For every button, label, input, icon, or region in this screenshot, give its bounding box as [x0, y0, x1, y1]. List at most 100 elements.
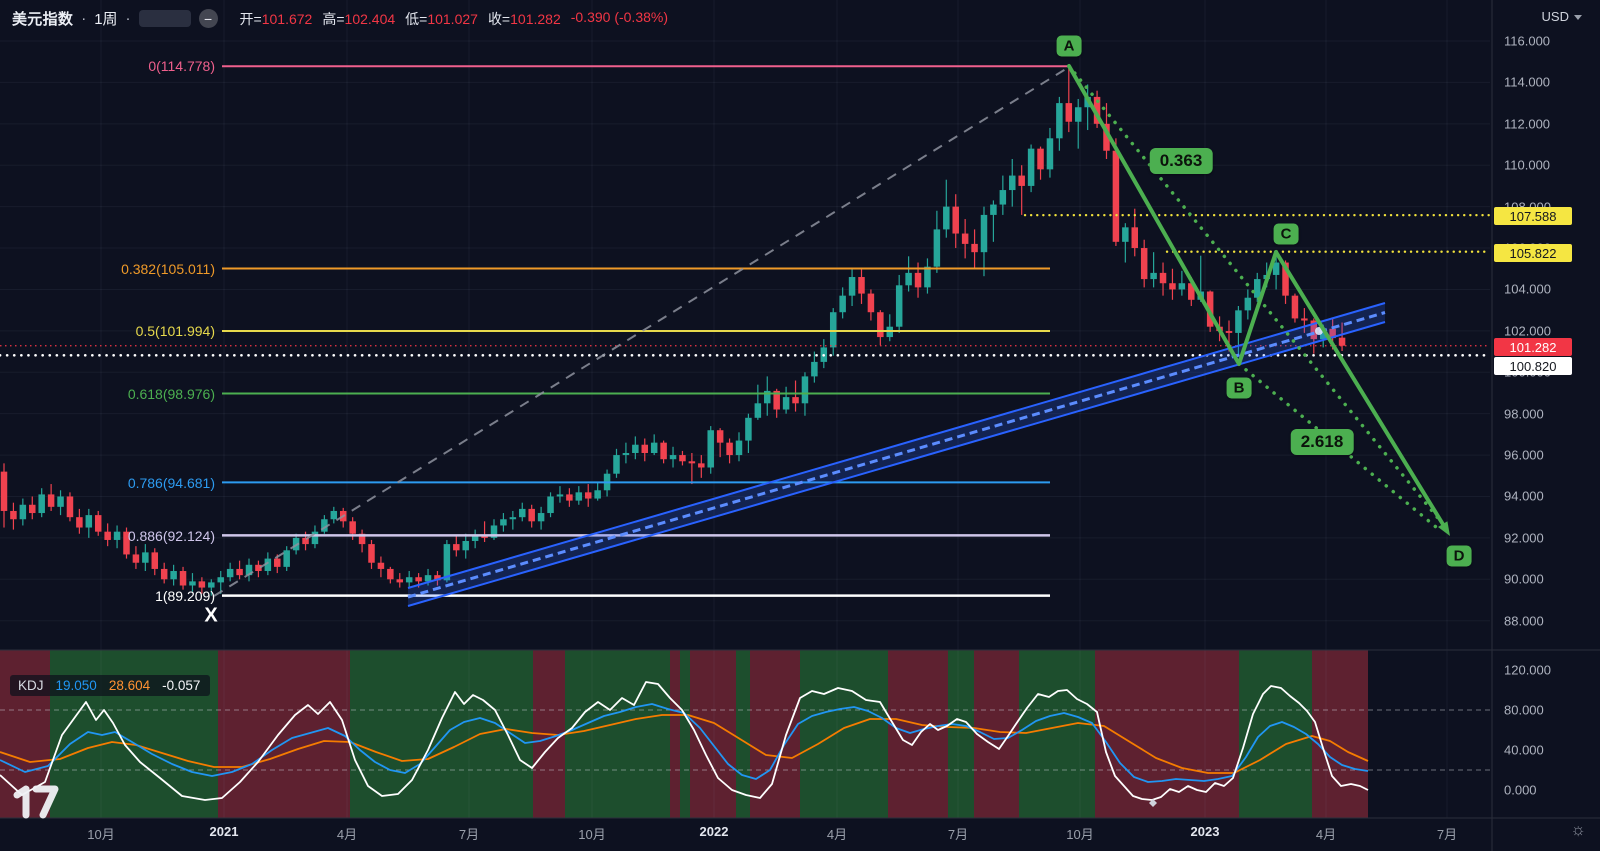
candle-body	[1150, 272, 1157, 280]
kdj-trend-band	[1312, 650, 1368, 818]
kdj-trend-band	[218, 650, 350, 818]
candle-body	[1310, 320, 1318, 340]
kdj-trend-band	[690, 650, 736, 818]
candle-body	[1122, 227, 1129, 242]
currency-label: USD	[1541, 9, 1569, 24]
time-axis-month-tick: 7月	[458, 827, 480, 842]
candle-body	[1140, 248, 1148, 280]
candle-body	[113, 531, 121, 540]
candle-body	[1244, 297, 1252, 311]
candle-body	[924, 266, 931, 288]
candle-body	[283, 550, 290, 567]
kdj-trend-band	[1239, 650, 1312, 818]
candle-body	[500, 519, 507, 526]
candle-body	[1329, 328, 1336, 339]
pattern-point-badge[interactable]: B	[1226, 377, 1252, 399]
pattern-point-badge[interactable]: A	[1056, 35, 1082, 57]
time-axis-month-tick: 4月	[1315, 827, 1337, 842]
candle-body	[160, 568, 168, 580]
candle-body	[943, 206, 950, 230]
trend-channel-top	[407, 302, 1386, 589]
price-axis-tick: 90.000	[1504, 571, 1544, 587]
candle-body	[584, 492, 592, 499]
trend-channel-midline	[407, 311, 1386, 599]
interval-label[interactable]: 1周	[94, 11, 118, 28]
candle-body	[132, 554, 140, 563]
kdj-axis-tick: 120.000	[1504, 662, 1551, 678]
candle-body	[471, 535, 479, 541]
fib-level-label: 0.886(92.124)	[127, 528, 215, 544]
candle-body	[1225, 331, 1233, 333]
candle-body	[424, 575, 432, 582]
price-axis-tick: 112.000	[1504, 116, 1551, 132]
candle-body	[688, 461, 696, 464]
pattern-dotted-line	[1237, 362, 1444, 534]
price-axis-tick: 98.000	[1504, 406, 1544, 422]
candle-body	[0, 471, 8, 511]
candle-body	[1009, 175, 1016, 191]
candle-body	[1235, 310, 1242, 333]
trend-channel-bottom	[407, 321, 1386, 607]
candle-body	[179, 571, 187, 586]
candle-body	[990, 204, 997, 215]
time-axis-month-tick: 10月	[578, 827, 606, 842]
candle-body	[57, 496, 64, 507]
candle-body	[1056, 103, 1063, 139]
candle-body	[1291, 295, 1299, 319]
candle-body	[877, 312, 884, 338]
candle-body	[1254, 279, 1261, 298]
candle-body	[811, 361, 818, 377]
kdj-trend-band	[670, 650, 680, 818]
candle-body	[76, 517, 83, 528]
theme-toggle-sun-icon[interactable]: ☼	[1570, 820, 1586, 839]
time-axis-year-tick: 2022	[699, 824, 729, 839]
candle-body	[999, 190, 1007, 205]
kdj-trend-band	[1095, 650, 1239, 818]
kdj-trend-band	[565, 650, 670, 818]
candle-body	[698, 463, 705, 468]
candle-body	[1046, 138, 1054, 170]
candle-body	[594, 490, 601, 499]
candle-body	[707, 430, 714, 468]
candle-body	[405, 577, 413, 583]
price-axis-tick: 114.000	[1504, 74, 1551, 90]
candle-body	[302, 537, 309, 545]
candle-body	[735, 440, 743, 456]
pattern-point-badge[interactable]: D	[1446, 545, 1472, 567]
kdj-trend-band	[974, 650, 1019, 818]
candle-body	[650, 442, 658, 453]
candle-body	[613, 455, 620, 474]
candle-body	[29, 504, 36, 514]
price-axis-badge: 107.588	[1494, 207, 1572, 225]
candle-body	[321, 519, 328, 532]
candle-body	[387, 568, 394, 580]
candle-body	[679, 455, 686, 462]
candle-body	[632, 444, 639, 453]
kdj-j-value: -0.057	[162, 678, 201, 693]
pattern-point-badge[interactable]: C	[1273, 223, 1299, 245]
pattern-point-badge[interactable]: 2.618	[1290, 429, 1354, 455]
candle-body	[94, 515, 102, 532]
symbol-legend[interactable]: 美元指数 · 1周 · − 开=101.672 高=102.404 低=101.…	[12, 8, 668, 29]
pattern-point-badge[interactable]: 0.363	[1149, 148, 1213, 174]
candle-body	[622, 452, 630, 456]
fib-level-label: 0.618(98.976)	[127, 386, 215, 402]
candle-body	[1103, 123, 1110, 151]
candle-body	[236, 568, 243, 576]
candle-body	[1027, 148, 1035, 186]
price-axis-badge: 105.822	[1494, 244, 1572, 262]
price-axis-tick: 94.000	[1504, 488, 1544, 504]
candle-body	[104, 531, 111, 540]
candle-body	[1074, 107, 1082, 122]
fib-level-label: 0(114.778)	[148, 58, 215, 74]
tradingview-logo[interactable]	[10, 782, 62, 822]
price-axis-tick: 96.000	[1504, 447, 1544, 463]
candle-body	[47, 494, 55, 507]
currency-selector[interactable]: USD	[1542, 9, 1582, 24]
candle-body	[914, 272, 922, 288]
collapse-legend-button[interactable]: −	[198, 9, 218, 28]
ohlc-readout: 开=101.672 高=102.404 低=101.027 收=101.282 …	[240, 9, 668, 29]
kdj-indicator-legend[interactable]: KDJ 19.050 28.604 -0.057	[10, 675, 211, 696]
